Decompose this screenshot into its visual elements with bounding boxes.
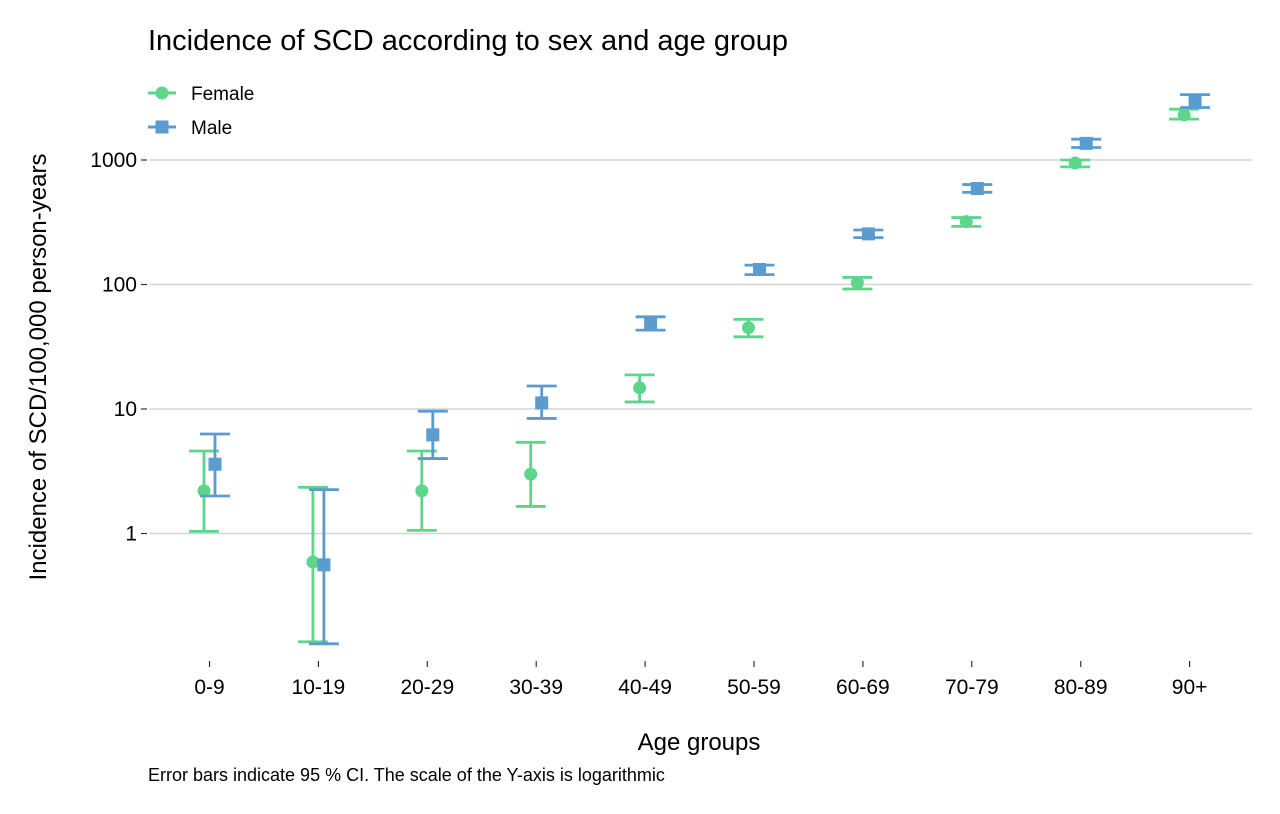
point-male-10-19 bbox=[317, 558, 331, 572]
point-female-70-79 bbox=[959, 215, 973, 229]
point-male-80-89 bbox=[1079, 136, 1093, 150]
point-male-0-9 bbox=[208, 457, 222, 471]
point-female-20-29 bbox=[415, 484, 429, 498]
x-tick-label-60-69: 60-69 bbox=[836, 676, 890, 699]
x-tick-label-90+: 90+ bbox=[1172, 676, 1208, 699]
point-female-50-59 bbox=[742, 321, 755, 335]
y-tick-label-1: 1 bbox=[125, 523, 137, 546]
point-male-50-59 bbox=[753, 262, 766, 276]
x-axis-ticks: 0-9 10-19 20-29 30-39 40-49 50-59 60-69 70-79 80… bbox=[194, 661, 1207, 699]
y-axis-label: Incidence of SCD/100,000 person-years bbox=[25, 154, 52, 581]
series-male bbox=[200, 93, 1211, 646]
y-tick-label-10: 10 bbox=[114, 398, 137, 421]
x-axis-label: Age groups bbox=[638, 729, 761, 756]
legend-marker-female bbox=[155, 86, 169, 100]
y-axis-ticks: 1 10 100 1000 bbox=[90, 149, 147, 546]
x-tick-label-50-59: 50-59 bbox=[727, 676, 781, 699]
legend-item-male: Male bbox=[148, 118, 232, 139]
legend-item-female: Female bbox=[148, 84, 254, 105]
y-tick-label-100: 100 bbox=[102, 274, 137, 297]
y-tick-label-1000: 1000 bbox=[90, 149, 137, 172]
point-male-30-39 bbox=[535, 396, 549, 410]
point-male-70-79 bbox=[970, 182, 984, 196]
legend-label-female: Female bbox=[191, 84, 254, 105]
legend: Female Male bbox=[148, 84, 254, 139]
point-male-40-49 bbox=[644, 317, 658, 331]
point-female-0-9 bbox=[197, 484, 211, 498]
legend-marker-male bbox=[155, 120, 169, 134]
x-tick-label-30-39: 30-39 bbox=[509, 676, 563, 699]
y-gridlines bbox=[150, 159, 1252, 535]
x-tick-label-10-19: 10-19 bbox=[292, 676, 346, 699]
point-female-10-19 bbox=[306, 555, 320, 569]
x-tick-label-0-9: 0-9 bbox=[194, 676, 224, 699]
point-female-90+ bbox=[1177, 108, 1191, 122]
legend-label-male: Male bbox=[191, 118, 232, 139]
x-tick-label-20-29: 20-29 bbox=[400, 676, 454, 699]
x-tick-label-70-79: 70-79 bbox=[945, 676, 999, 699]
point-male-20-29 bbox=[426, 428, 440, 442]
point-female-80-89 bbox=[1068, 156, 1082, 170]
point-female-40-49 bbox=[633, 381, 647, 395]
x-tick-label-80-89: 80-89 bbox=[1054, 676, 1108, 699]
series-female bbox=[189, 107, 1200, 644]
point-female-60-69 bbox=[850, 276, 864, 290]
chart-caption: Error bars indicate 95 % CI. The scale o… bbox=[148, 765, 665, 785]
x-tick-label-40-49: 40-49 bbox=[618, 676, 672, 699]
point-male-90+ bbox=[1188, 95, 1202, 109]
data-series bbox=[189, 93, 1211, 646]
point-male-60-69 bbox=[861, 227, 875, 241]
chart-title: Incidence of SCD according to sex and ag… bbox=[148, 25, 788, 57]
point-female-30-39 bbox=[524, 467, 538, 481]
